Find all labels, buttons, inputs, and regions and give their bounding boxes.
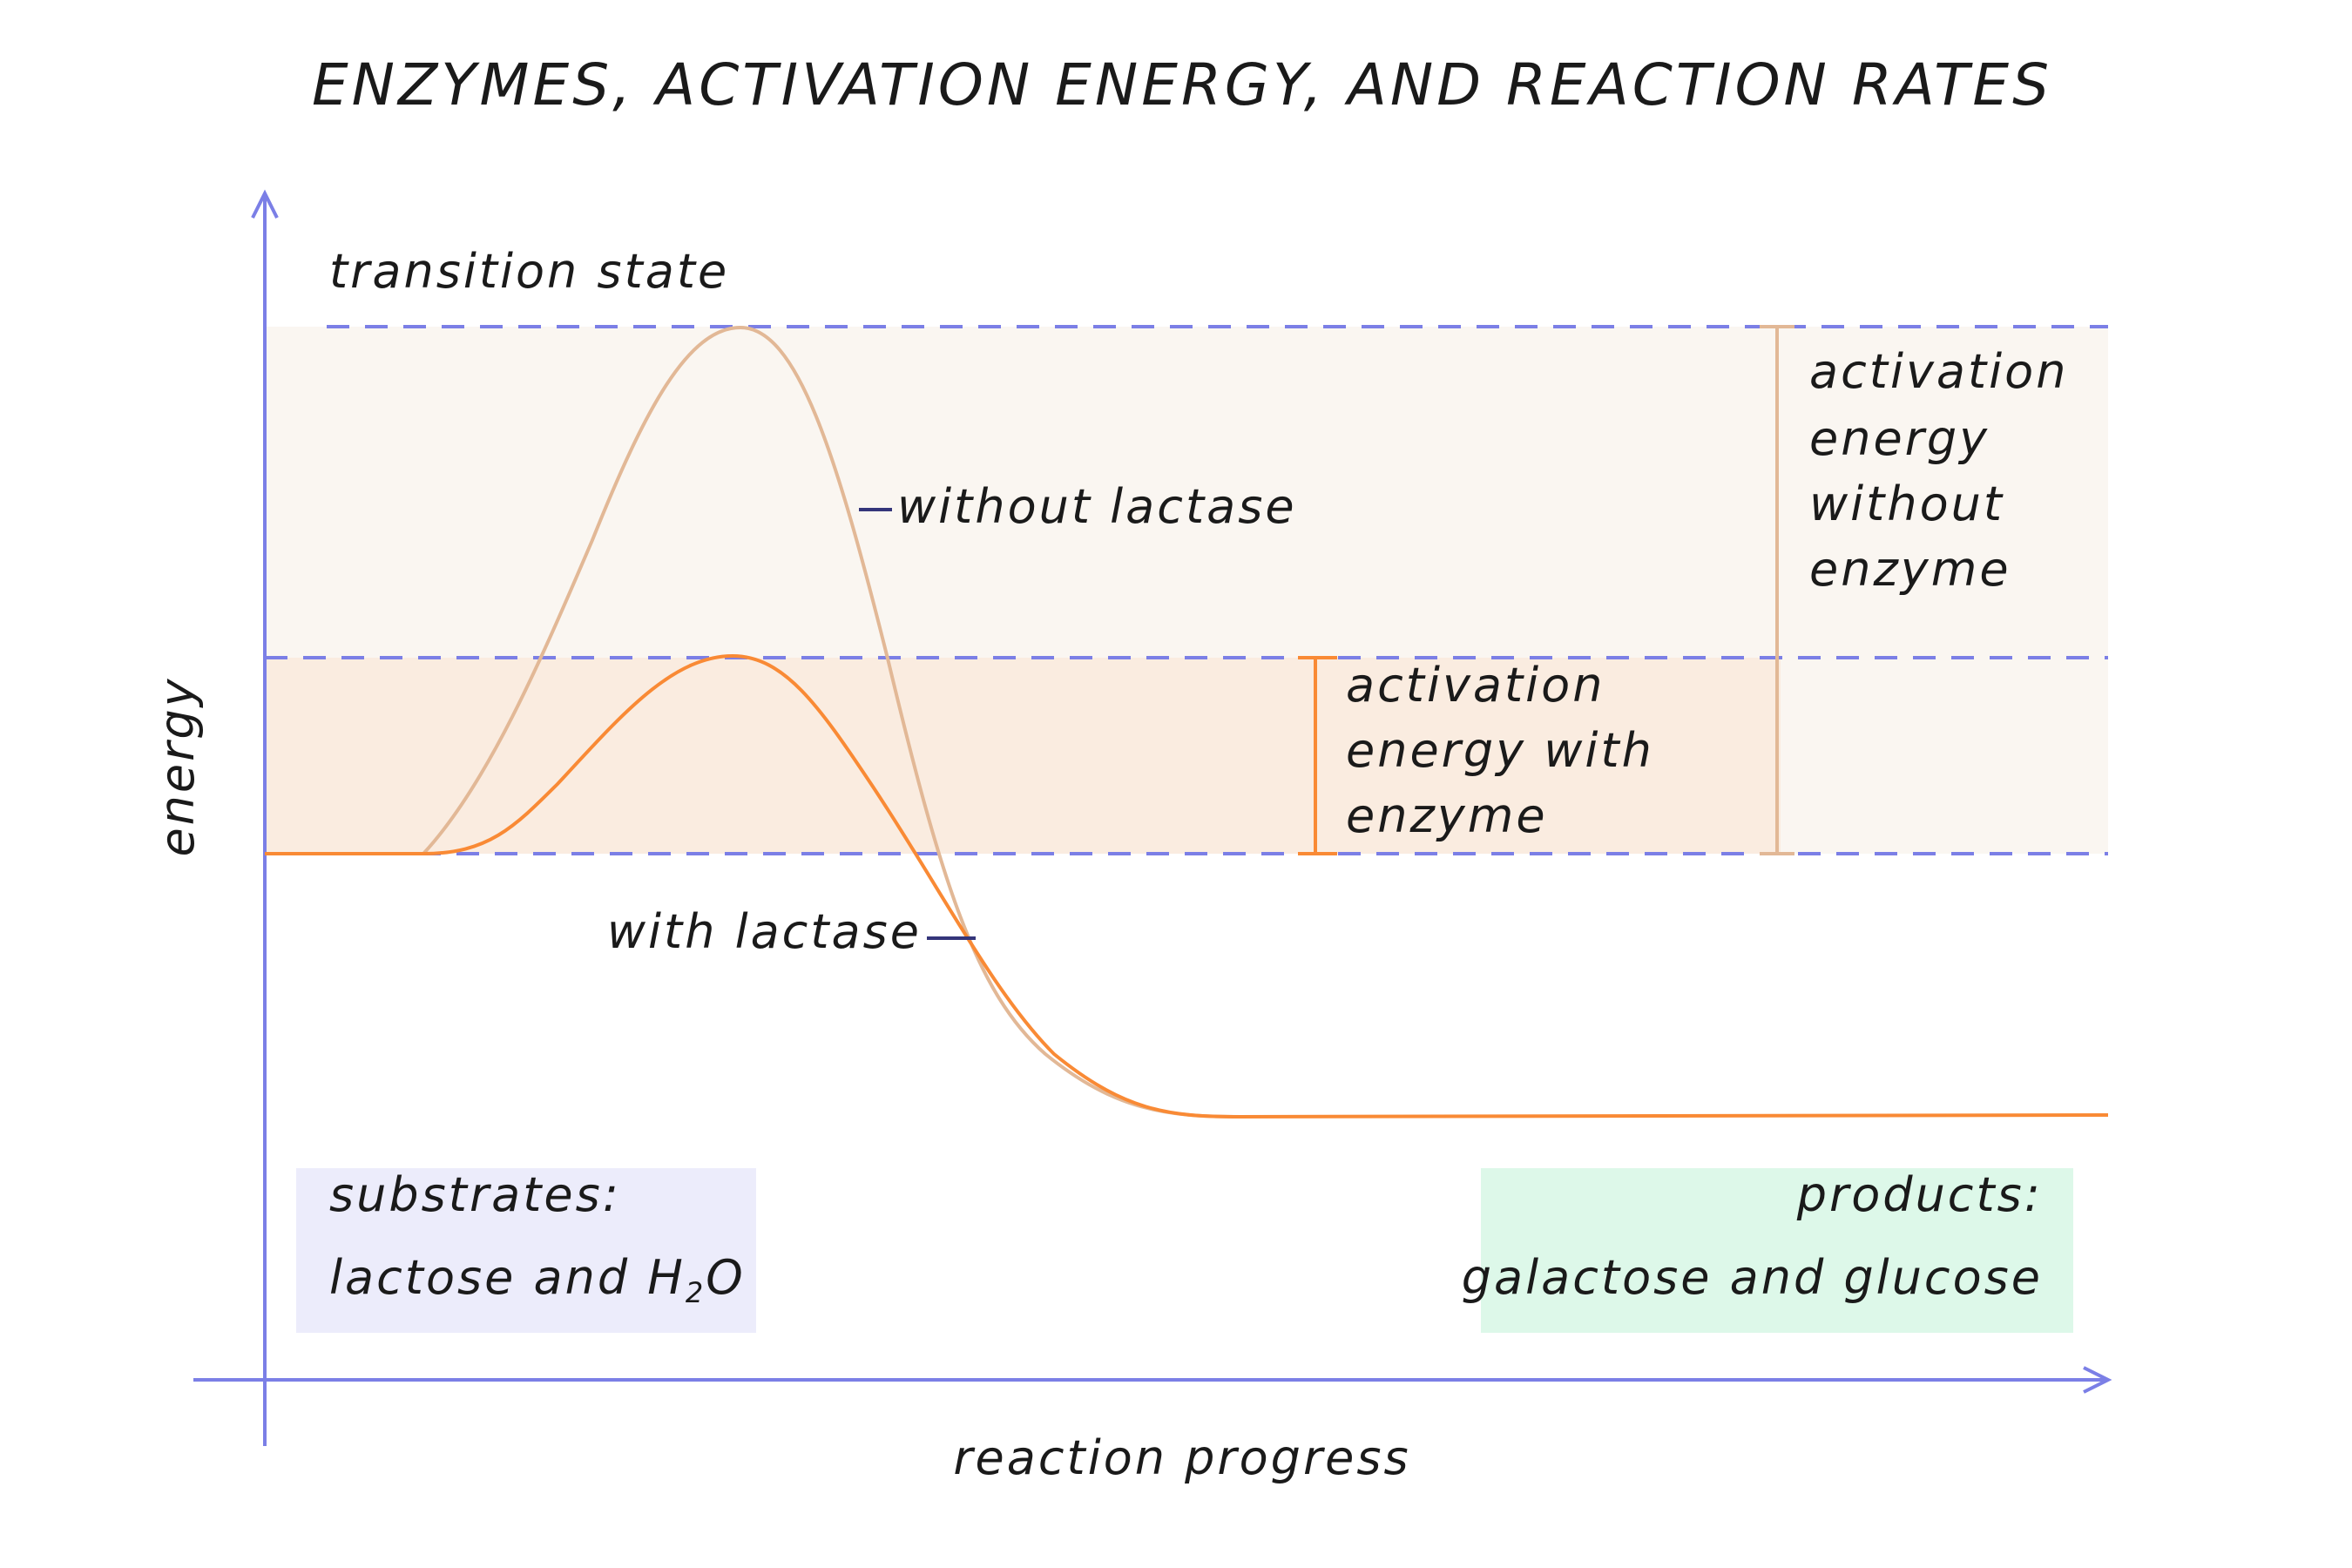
curve-without-enzyme <box>422 325 1240 1119</box>
label-line: activation <box>1809 344 2068 399</box>
x-axis-label: reaction progress <box>953 1430 1410 1485</box>
products-box: products: galactose and glucose <box>1462 1167 2073 1333</box>
without-lactase-label: without lactase <box>897 479 1297 534</box>
x-axis-arrowhead <box>2083 1366 2112 1394</box>
label-line: energy with <box>1346 723 1654 778</box>
substrates-heading: substrates: <box>329 1167 621 1222</box>
activation-with-enzyme-label: activation energy with enzyme <box>1346 658 1654 843</box>
transition-state-label: transition state <box>329 244 729 299</box>
label-line: enzyme <box>1346 788 1548 843</box>
substrates-text: lactose and H2O <box>329 1250 746 1309</box>
label-line: enzyme <box>1809 542 2011 597</box>
with-lactase-label: with lactase <box>607 904 922 959</box>
activation-without-enzyme-label: activation energy without enzyme <box>1809 344 2068 597</box>
substrates-box: substrates: lactose and H2O <box>296 1167 756 1333</box>
bracket-activation-with-enzyme <box>1298 656 1337 855</box>
products-heading: products: <box>1796 1167 2043 1222</box>
diagram-title: ENZYMES, ACTIVATION ENERGY, AND REACTION… <box>312 51 2052 118</box>
y-axis-arrowhead <box>251 189 279 219</box>
label-line: activation <box>1346 658 1605 713</box>
bracket-activation-without-enzyme <box>1760 325 1794 855</box>
curve-with-enzyme <box>265 653 2109 1119</box>
products-text: galactose and glucose <box>1462 1250 2043 1305</box>
label-line: energy <box>1809 411 1990 466</box>
label-line: without <box>1809 476 2004 531</box>
y-axis-label: energy <box>150 676 205 856</box>
